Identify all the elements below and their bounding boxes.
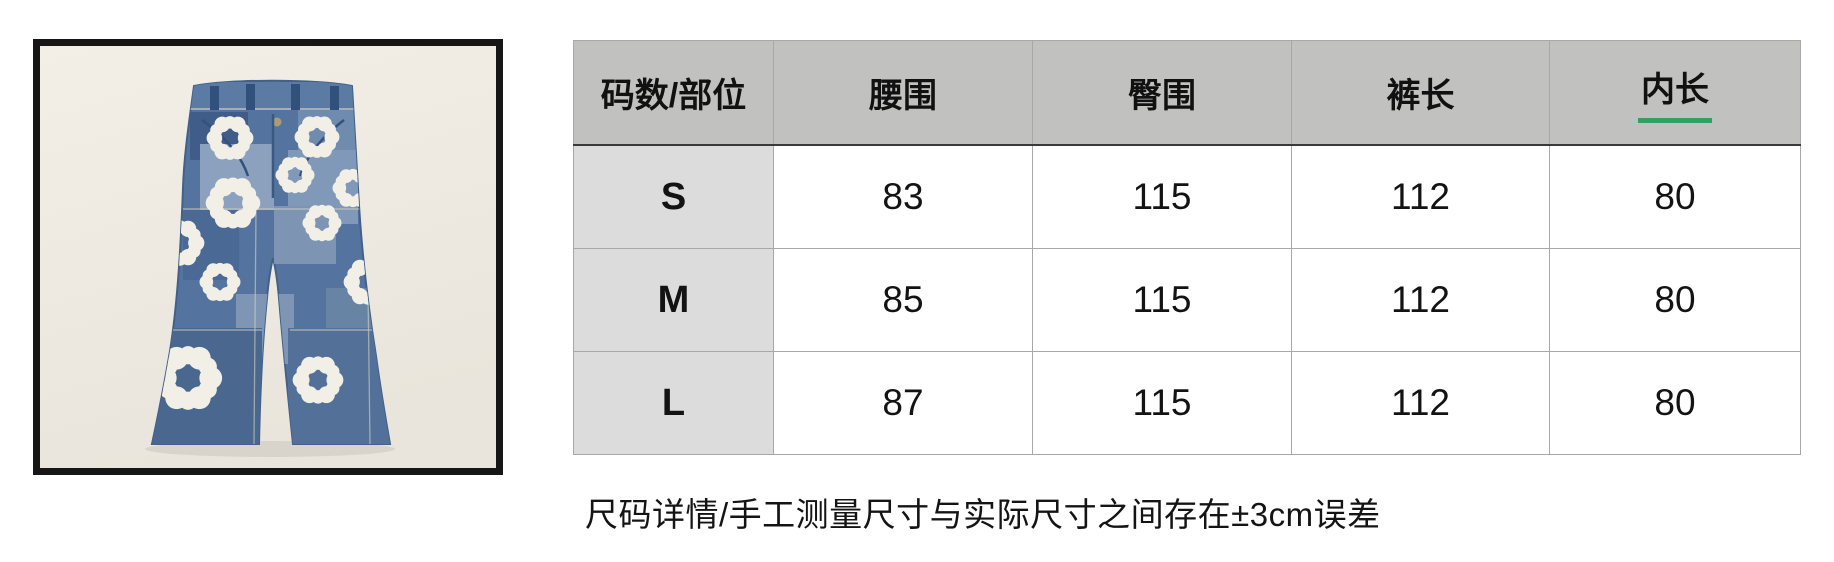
cell-size-l: L (573, 351, 774, 455)
inseam-underlined-label: 内长 (1638, 62, 1712, 123)
header-cell-hip: 臀围 (1032, 40, 1292, 146)
table-row: L 87 115 112 80 (573, 351, 1801, 455)
cell-m-hip: 115 (1032, 248, 1292, 352)
cell-m-inseam: 80 (1549, 248, 1801, 352)
cell-size-s: S (573, 144, 774, 249)
product-photo-frame (33, 39, 503, 475)
table-row: S 83 115 112 80 (573, 144, 1801, 249)
cell-m-length: 112 (1291, 248, 1550, 352)
cell-s-hip: 115 (1032, 144, 1292, 249)
jeans-image (40, 46, 496, 468)
cell-size-m: M (573, 248, 774, 352)
header-cell-pants-length: 裤长 (1291, 40, 1550, 146)
cell-s-inseam: 80 (1549, 144, 1801, 249)
header-cell-size-part: 码数/部位 (573, 40, 774, 146)
size-note: 尺码详情/手工测量尺寸与实际尺寸之间存在±3cm误差 (585, 496, 1381, 533)
header-cell-inseam: 内长 (1549, 40, 1801, 146)
cell-s-waist: 83 (773, 144, 1033, 249)
size-table: 码数/部位 腰围 臀围 裤长 内长 S 83 115 112 80 M 85 1… (573, 40, 1801, 455)
cell-l-hip: 115 (1032, 351, 1292, 455)
cell-l-length: 112 (1291, 351, 1550, 455)
table-header-row: 码数/部位 腰围 臀围 裤长 内长 (573, 40, 1801, 146)
jeans-button (272, 117, 282, 127)
table-row: M 85 115 112 80 (573, 248, 1801, 352)
cell-s-length: 112 (1291, 144, 1550, 249)
jeans-patchwork (152, 82, 390, 444)
cell-m-waist: 85 (773, 248, 1033, 352)
header-cell-waist: 腰围 (773, 40, 1033, 146)
cell-l-waist: 87 (773, 351, 1033, 455)
cell-l-inseam: 80 (1549, 351, 1801, 455)
